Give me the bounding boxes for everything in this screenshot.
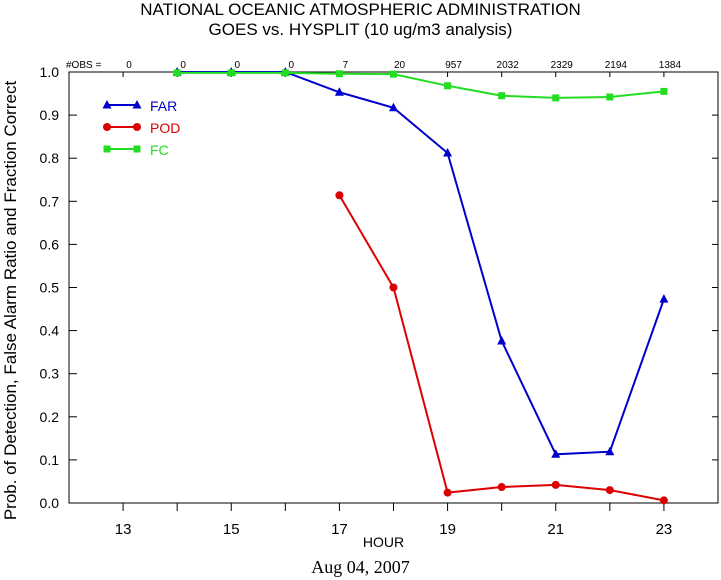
y-tick-label: 1.0: [40, 64, 60, 80]
legend-label-fc: FC: [150, 142, 169, 158]
data-point-pod: [605, 486, 614, 495]
data-point-far: [334, 87, 344, 96]
obs-label: #OBS =: [66, 60, 101, 71]
obs-count: 7: [343, 60, 349, 71]
y-tick-label: 0.9: [40, 107, 60, 123]
legend-marker-pod: [133, 123, 141, 131]
date-label: Aug 04, 2007: [311, 557, 410, 577]
data-point-fc: [335, 70, 343, 78]
legend-marker-fc: [103, 145, 111, 153]
data-point-pod: [389, 283, 398, 292]
data-point-fc: [660, 87, 668, 95]
y-axis-label: Prob. of Detection, False Alarm Ratio an…: [1, 81, 20, 521]
series-line-pod: [338, 194, 665, 502]
data-point-far: [605, 446, 615, 456]
legend-marker-far: [132, 100, 142, 109]
data-point-far: [497, 335, 507, 345]
legend-marker-fc: [133, 145, 141, 153]
data-point-far: [389, 102, 398, 112]
obs-count: 1384: [659, 60, 682, 71]
series-line-fc: [177, 71, 665, 99]
y-tick-label: 0.2: [40, 409, 60, 425]
legend-label-far: FAR: [150, 98, 177, 114]
data-point-fc: [281, 69, 289, 77]
obs-count: 0: [234, 60, 240, 71]
x-tick-label: 23: [656, 521, 673, 538]
data-point-far: [551, 449, 561, 458]
y-tick-label: 0.6: [40, 236, 60, 252]
chart-subtitle: GOES vs. HYSPLIT (10 ug/m3 analysis): [208, 20, 513, 39]
y-tick-label: 0.8: [40, 150, 60, 166]
obs-count: 20: [394, 60, 406, 71]
obs-count: 0: [289, 60, 295, 71]
data-point-pod: [551, 480, 560, 489]
y-tick-label: 0.0: [40, 495, 60, 511]
data-point-fc: [173, 69, 181, 77]
data-point-fc: [227, 69, 235, 77]
x-axis-label: HOUR: [363, 534, 404, 550]
legend-label-pod: POD: [150, 120, 180, 136]
data-point-fc: [552, 94, 560, 102]
x-tick-label: 19: [439, 521, 456, 538]
data-point-fc: [606, 93, 614, 101]
obs-count: 0: [126, 60, 132, 71]
obs-count: 2194: [605, 60, 628, 71]
obs-count: 0: [180, 60, 186, 71]
data-point-pod: [497, 483, 506, 492]
chart-title: NATIONAL OCEANIC ATMOSPHERIC ADMINISTRAT…: [140, 0, 581, 19]
y-tick-label: 0.4: [40, 323, 60, 339]
x-tick-label: 13: [115, 521, 132, 538]
data-point-far: [443, 148, 453, 157]
data-point-pod: [659, 496, 668, 505]
y-tick-label: 0.3: [40, 366, 60, 382]
obs-count: 2329: [551, 60, 574, 71]
data-point-fc: [444, 82, 452, 90]
y-tick-label: 0.7: [40, 193, 60, 209]
legend-marker-pod: [103, 123, 111, 131]
series-line-far: [177, 71, 665, 456]
obs-count: 957: [445, 60, 462, 71]
x-tick-label: 15: [223, 521, 240, 538]
x-tick-label: 21: [547, 521, 564, 538]
y-tick-label: 0.5: [40, 280, 60, 296]
y-tick-label: 0.1: [40, 452, 60, 468]
data-point-far: [659, 294, 669, 303]
data-point-pod: [335, 191, 344, 200]
legend-marker-far: [102, 100, 112, 109]
data-point-fc: [390, 70, 397, 78]
x-tick-label: 17: [331, 521, 348, 538]
obs-count: 2032: [497, 60, 520, 71]
data-point-fc: [498, 92, 506, 100]
data-point-pod: [443, 488, 452, 497]
